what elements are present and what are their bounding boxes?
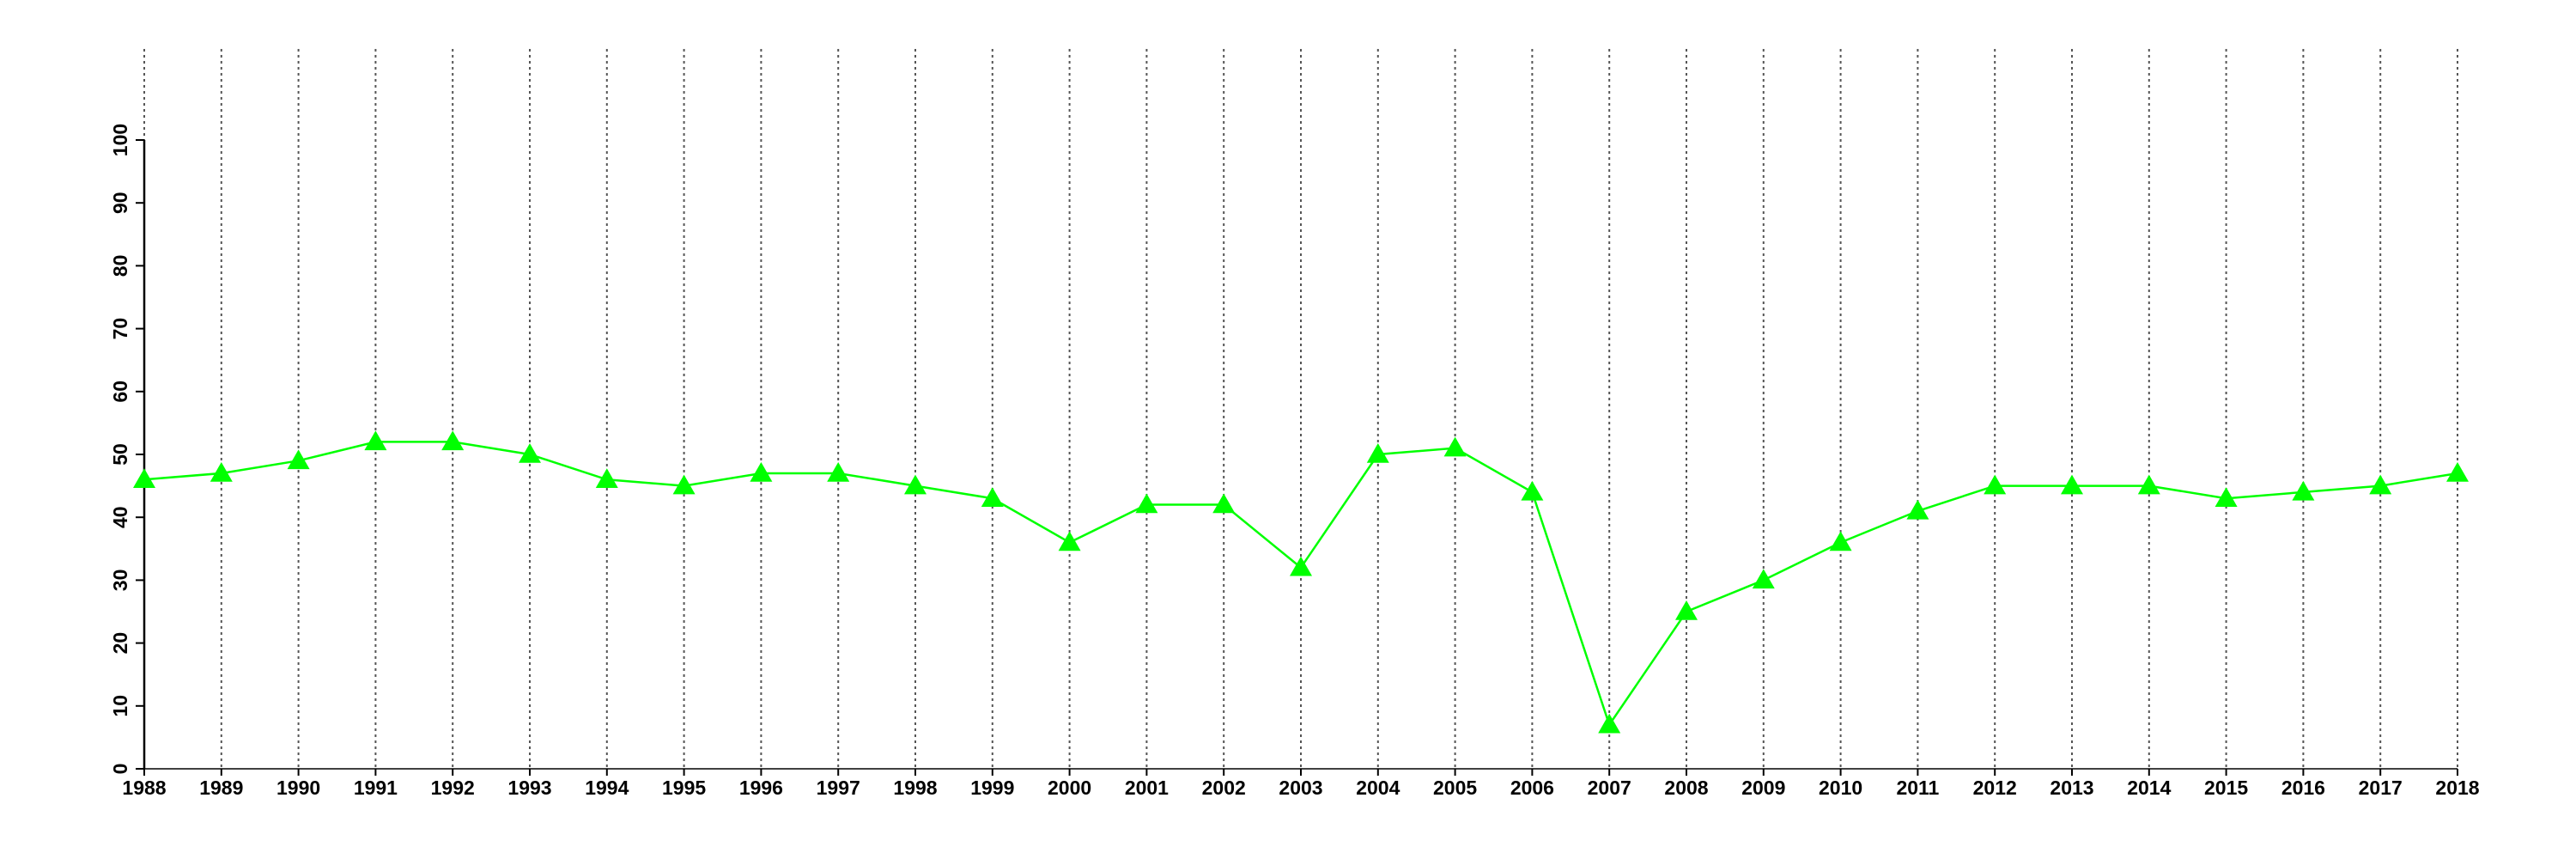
y-tick-label: 40 bbox=[109, 506, 131, 528]
y-tick-label: 50 bbox=[109, 443, 131, 466]
point-marker bbox=[519, 443, 541, 463]
y-tick-label: 60 bbox=[109, 381, 131, 403]
point-marker bbox=[1366, 443, 1389, 463]
point-marker bbox=[672, 474, 696, 495]
x-tick-label: 1996 bbox=[739, 777, 783, 799]
y-tick-label: 100 bbox=[109, 124, 131, 156]
y-tick-label: 0 bbox=[109, 764, 131, 775]
point-marker bbox=[1212, 493, 1236, 514]
point-marker bbox=[1443, 436, 1467, 457]
point-marker bbox=[1521, 480, 1544, 501]
point-marker bbox=[2446, 461, 2469, 482]
x-tick-label: 2009 bbox=[1741, 777, 1785, 799]
point-marker bbox=[441, 430, 465, 451]
x-tick-label: 1998 bbox=[893, 777, 937, 799]
x-tick-label: 2015 bbox=[2204, 777, 2248, 799]
x-tick-label: 2001 bbox=[1125, 777, 1169, 799]
point-marker bbox=[2061, 474, 2083, 495]
x-tick-label: 2006 bbox=[1510, 777, 1554, 799]
x-tick-label: 1989 bbox=[199, 777, 243, 799]
point-marker bbox=[364, 430, 387, 451]
x-tick-label: 1993 bbox=[507, 777, 551, 799]
point-marker bbox=[750, 461, 773, 482]
x-tick-label: 2008 bbox=[1664, 777, 1708, 799]
point-marker bbox=[595, 468, 618, 489]
point-marker bbox=[2369, 474, 2392, 495]
point-marker bbox=[1290, 556, 1312, 576]
point-marker bbox=[210, 461, 233, 482]
point-marker bbox=[2292, 480, 2315, 501]
x-tick-label: 2000 bbox=[1048, 777, 1091, 799]
x-tick-label: 2018 bbox=[2435, 777, 2479, 799]
x-tick-label: 2004 bbox=[1356, 777, 1400, 799]
point-marker bbox=[1598, 713, 1621, 734]
x-tick-label: 1992 bbox=[431, 777, 475, 799]
x-tick-label: 1997 bbox=[817, 777, 860, 799]
point-marker bbox=[1752, 569, 1775, 589]
x-tick-label: 2011 bbox=[1896, 777, 1939, 799]
point-marker bbox=[287, 449, 310, 470]
x-tick-label: 2013 bbox=[2050, 777, 2093, 799]
point-marker bbox=[904, 474, 927, 495]
point-marker bbox=[1675, 600, 1698, 620]
point-marker bbox=[1984, 474, 2007, 495]
y-tick-label: 70 bbox=[109, 318, 131, 340]
x-tick-label: 2003 bbox=[1279, 777, 1322, 799]
y-tick-label: 80 bbox=[109, 255, 131, 277]
point-marker bbox=[2215, 487, 2238, 507]
point-marker bbox=[1135, 493, 1158, 514]
point-marker bbox=[1829, 531, 1852, 551]
y-tick-label: 30 bbox=[109, 570, 131, 592]
x-tick-label: 2010 bbox=[1819, 777, 1862, 799]
x-tick-label: 2005 bbox=[1433, 777, 1477, 799]
x-tick-label: 2014 bbox=[2127, 777, 2171, 799]
x-tick-label: 2016 bbox=[2281, 777, 2325, 799]
point-marker bbox=[1906, 499, 1929, 520]
x-tick-label: 2002 bbox=[1202, 777, 1246, 799]
point-marker bbox=[981, 487, 1004, 507]
point-marker bbox=[2137, 474, 2160, 495]
y-tick-label: 90 bbox=[109, 192, 131, 214]
y-tick-label: 20 bbox=[109, 632, 131, 655]
point-marker bbox=[827, 461, 850, 482]
x-tick-label: 2007 bbox=[1588, 777, 1631, 799]
x-tick-label: 2012 bbox=[1973, 777, 2017, 799]
x-tick-label: 1988 bbox=[122, 777, 166, 799]
x-tick-label: 1994 bbox=[585, 777, 629, 799]
point-marker bbox=[133, 468, 155, 489]
y-tick-label: 10 bbox=[109, 695, 131, 717]
x-tick-label: 2017 bbox=[2359, 777, 2403, 799]
x-tick-label: 1995 bbox=[662, 777, 706, 799]
x-tick-label: 1991 bbox=[354, 777, 398, 799]
x-tick-label: 1999 bbox=[970, 777, 1014, 799]
x-tick-label: 1990 bbox=[276, 777, 320, 799]
point-marker bbox=[1058, 531, 1081, 551]
